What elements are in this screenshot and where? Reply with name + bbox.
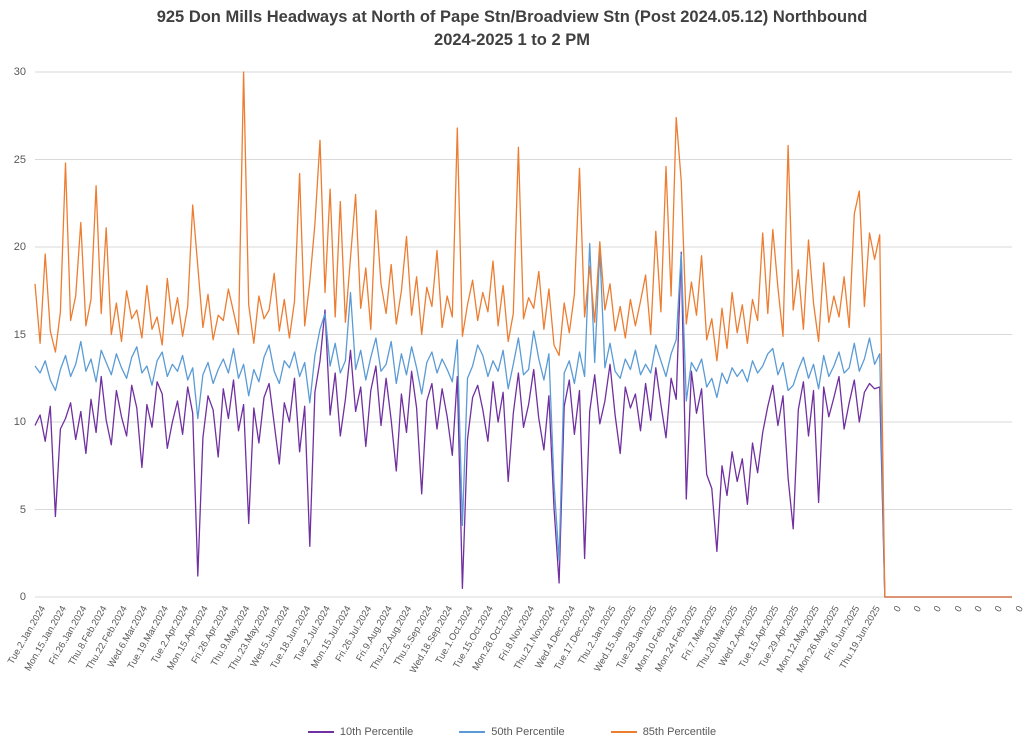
series-line-85th-percentile: [34, 71, 1012, 598]
legend-swatch-10th-percentile: [307, 731, 334, 733]
y-tick-label: 25: [13, 153, 26, 166]
legend-item-50th-percentile: 50th Percentile: [459, 726, 565, 738]
legend-label: 10th Percentile: [339, 726, 414, 738]
legend: 10th Percentile 50th Percentile 85th Per…: [0, 726, 1024, 738]
legend-item-85th-percentile: 85th Percentile: [610, 726, 717, 738]
y-tick-label: 0: [19, 591, 26, 603]
y-tick-label: 20: [13, 241, 26, 253]
chart-title: 925 Don Mills Headways at North of Pape …: [156, 8, 868, 26]
series-line-10th-percentile: [34, 251, 1012, 598]
legend-label: 50th Percentile: [491, 726, 565, 738]
legend-label: 85th Percentile: [642, 726, 717, 738]
y-tick-label: 10: [13, 416, 26, 428]
chart-subtitle: 2024-2025 1 to 2 PM: [434, 31, 590, 49]
legend-swatch-50th-percentile: [459, 731, 486, 733]
y-tick-label: 5: [19, 503, 26, 516]
y-tick-label: 15: [13, 328, 26, 341]
legend-item-10th-percentile: 10th Percentile: [307, 726, 414, 738]
y-tick-label: 30: [13, 66, 26, 78]
series-line-50th-percentile: [34, 242, 1012, 598]
legend-swatch-85th-percentile: [610, 731, 637, 733]
